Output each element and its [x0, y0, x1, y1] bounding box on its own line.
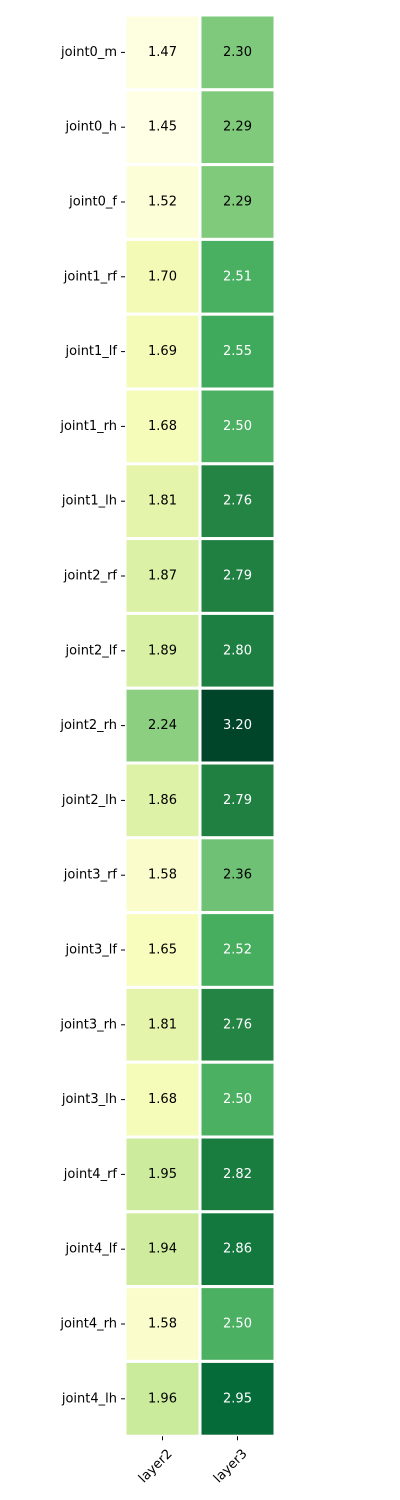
column-label: layer2 — [136, 1447, 176, 1487]
column-label: layer3 — [211, 1447, 251, 1487]
row-label: joint1_lf — [65, 344, 118, 359]
cell-value-label: 2.51 — [223, 269, 252, 284]
cell-value-label: 1.86 — [148, 793, 177, 808]
cell-value-label: 2.95 — [223, 1391, 252, 1406]
row-label: joint4_rh — [59, 1317, 117, 1332]
heatmap-cell — [123, 836, 202, 915]
heatmap-cell — [198, 1060, 277, 1139]
cell-value-label: 1.65 — [148, 943, 177, 958]
cell-value-label: 2.50 — [223, 419, 252, 434]
row-label: joint4_rf — [63, 1167, 118, 1182]
cell-value-label: 2.52 — [223, 943, 252, 958]
row-label: joint4_lf — [65, 1242, 118, 1257]
row-label: joint3_lf — [65, 943, 118, 958]
cell-value-label: 3.20 — [223, 718, 252, 733]
row-label: joint3_rh — [59, 1017, 117, 1032]
row-label: joint0_m — [60, 45, 117, 60]
cell-value-label: 1.68 — [148, 419, 177, 434]
heatmap-cell — [198, 237, 277, 316]
cell-value-label: 1.70 — [148, 269, 177, 284]
cell-value-label: 2.79 — [223, 793, 252, 808]
row-label: joint1_rh — [59, 419, 117, 434]
heatmap-cell — [198, 163, 277, 241]
heatmap-cell — [198, 88, 277, 167]
cell-value-label: 1.81 — [148, 1017, 177, 1032]
row-label: joint1_rf — [63, 269, 118, 284]
row-label: joint2_lh — [61, 793, 117, 808]
cell-value-label: 1.58 — [148, 868, 177, 883]
heatmap-cell — [198, 537, 277, 615]
heatmap-cell — [198, 611, 277, 690]
cell-value-label: 1.52 — [148, 195, 177, 210]
heatmap-cell — [198, 387, 277, 466]
cell-value-label: 2.36 — [223, 868, 252, 883]
row-label: joint1_lh — [61, 494, 117, 509]
cell-value-label: 2.29 — [223, 195, 252, 210]
cell-value-label: 1.47 — [148, 45, 177, 60]
cell-value-label: 2.79 — [223, 569, 252, 584]
row-label: joint0_f — [68, 195, 117, 210]
cell-value-label: 2.86 — [223, 1242, 252, 1257]
column-labels: layer2 layer3 — [136, 1436, 251, 1486]
cell-value-label: 2.82 — [223, 1167, 252, 1182]
row-label: joint0_h — [64, 120, 117, 135]
heatmap-cell — [198, 686, 277, 765]
row-label: joint3_lh — [61, 1092, 117, 1107]
cell-value-label: 1.89 — [148, 643, 177, 658]
cell-value-label: 2.50 — [223, 1317, 252, 1332]
cell-value-label: 2.24 — [148, 718, 177, 733]
row-label: joint4_lh — [61, 1391, 117, 1406]
row-label: joint2_rf — [63, 569, 118, 584]
cell-value-label: 1.45 — [148, 120, 177, 135]
cell-value-label: 1.96 — [148, 1391, 177, 1406]
row-label: joint2_rh — [59, 718, 117, 733]
heatmap-cell — [123, 1359, 202, 1438]
cell-value-label: 1.95 — [148, 1167, 177, 1182]
cell-value-label: 1.58 — [148, 1317, 177, 1332]
cell-value-label: 2.76 — [223, 1017, 252, 1032]
cell-value-label: 1.87 — [148, 569, 177, 584]
heatmap-cell — [123, 1060, 202, 1139]
cell-value-label: 2.29 — [223, 120, 252, 135]
cell-value-label: 2.76 — [223, 494, 252, 509]
cell-value-label: 2.55 — [223, 344, 252, 359]
heatmap-cell — [198, 1285, 277, 1363]
heatmap-cell — [123, 1135, 202, 1214]
heatmap-cells: 1.47 2.30 1.45 2.29 1.52 2.29 1.70 2.51 1.69 2.55… — [123, 13, 277, 1438]
heatmap-cell — [198, 836, 277, 915]
row-label: joint2_lf — [65, 643, 118, 658]
cell-value-label: 1.81 — [148, 494, 177, 509]
cell-value-label: 2.80 — [223, 643, 252, 658]
cell-value-label: 2.50 — [223, 1092, 252, 1107]
cell-value-label: 1.94 — [148, 1242, 177, 1257]
heatmap-cell — [198, 761, 277, 840]
heatmap-cell — [198, 312, 277, 391]
heatmap-cell — [123, 686, 202, 765]
row-label: joint3_rf — [63, 868, 118, 883]
heatmap-cell — [198, 462, 277, 541]
cell-value-label: 1.69 — [148, 344, 177, 359]
cell-value-label: 2.30 — [223, 45, 252, 60]
cell-value-label: 1.68 — [148, 1092, 177, 1107]
row-labels: joint0_m joint0_h joint0_f joint1_rf joint1_… — [59, 45, 125, 1406]
